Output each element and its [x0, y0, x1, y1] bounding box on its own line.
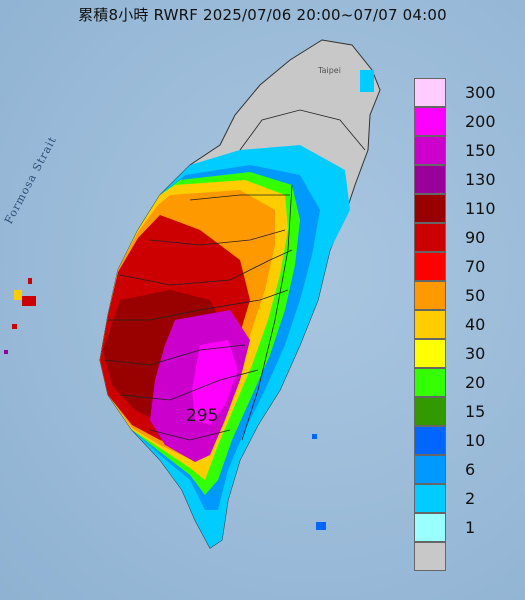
legend-label: 15 [465, 401, 486, 421]
legend-label: 50 [465, 285, 486, 305]
legend-color-box [414, 542, 446, 571]
legend-color-box [414, 484, 446, 513]
legend-color-box [414, 281, 446, 310]
legend-color-box [414, 397, 446, 426]
legend-color-box [414, 78, 446, 107]
legend-label: 2 [465, 488, 476, 508]
rainfall-legend: 300 200 150 130 110 90 70 50 40 30 20 15 10 6 2 1 [414, 78, 496, 571]
city-label: Taipei [318, 66, 341, 75]
legend-color-box [414, 165, 446, 194]
legend-label: 130 [465, 169, 496, 189]
legend-color-box [414, 136, 446, 165]
legend-color-box [414, 310, 446, 339]
map-title: 累積8小時 RWRF 2025/07/06 20:00~07/07 04:00 [78, 6, 447, 24]
legend-label: 40 [465, 314, 486, 334]
green-island [312, 434, 317, 439]
legend-color-box [414, 368, 446, 397]
rain-band-200mm [192, 340, 238, 425]
legend-color-box [414, 426, 446, 455]
legend-label: 10 [465, 430, 486, 450]
legend-color-box [414, 252, 446, 281]
penghu-islands [4, 278, 36, 354]
county-boundaries [103, 109, 366, 441]
legend-label: 90 [465, 227, 486, 247]
legend-label: 6 [465, 459, 476, 479]
legend-label: 70 [465, 256, 486, 276]
legend-color-box [414, 107, 446, 136]
orchid-island [316, 522, 326, 530]
legend-color-box [414, 194, 446, 223]
legend-label: 150 [465, 140, 496, 160]
legend-color-box [414, 455, 446, 484]
legend-label: 20 [465, 372, 486, 392]
legend-color-box [414, 223, 446, 252]
legend-color-box [414, 339, 446, 368]
legend-label: 200 [465, 111, 496, 131]
legend-color-box [414, 513, 446, 542]
legend-label: 1 [465, 517, 476, 537]
legend-label: 110 [465, 198, 496, 218]
max-rainfall-label: 295 [186, 406, 219, 426]
legend-label: 30 [465, 343, 486, 363]
taipei-rain-spot [360, 70, 374, 92]
legend-label: 300 [465, 82, 496, 102]
